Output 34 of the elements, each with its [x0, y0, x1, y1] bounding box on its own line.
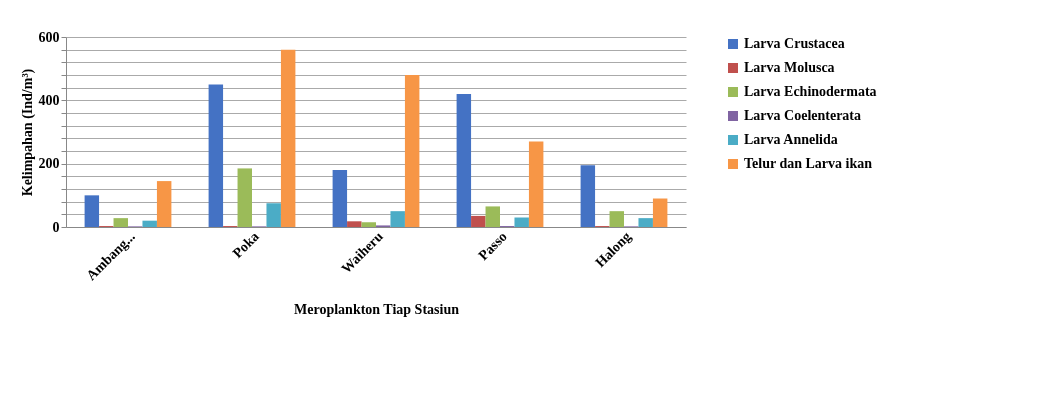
y-tick-label: 200 — [38, 156, 60, 172]
y-axis-title: Kelimpahan (Ind/m³) — [19, 68, 36, 197]
bar — [237, 168, 252, 227]
bar — [390, 211, 405, 227]
bar — [652, 198, 668, 227]
bar — [638, 218, 653, 227]
bar — [84, 195, 100, 227]
bar — [528, 141, 544, 227]
bar — [485, 206, 500, 227]
legend-label: Larva Molusca — [744, 60, 835, 75]
y-tick-label: 0 — [52, 219, 60, 235]
y-tick-label: 400 — [38, 92, 60, 108]
bar — [347, 221, 362, 227]
bar — [113, 218, 128, 227]
bar — [332, 170, 348, 227]
bar — [361, 222, 376, 227]
legend-label: Larva Echinodermata — [744, 84, 877, 99]
bar — [156, 181, 172, 227]
legend-label: Telur dan Larva ikan — [744, 156, 873, 171]
x-axis-title: Meroplankton Tiap Stasiun — [294, 302, 460, 318]
legend-label: Larva Crustacea — [744, 36, 845, 51]
legend-label: Larva Annelida — [744, 132, 838, 147]
bar — [609, 211, 624, 227]
bar — [404, 75, 420, 227]
bar — [471, 215, 486, 227]
bar — [514, 217, 529, 227]
bar — [456, 94, 472, 227]
y-tick-label: 600 — [38, 29, 60, 45]
bar — [580, 165, 596, 227]
bar — [142, 220, 157, 227]
bar — [280, 49, 296, 227]
bar — [266, 203, 281, 227]
bar — [208, 84, 224, 227]
legend-label: Larva Coelenterata — [744, 108, 862, 123]
